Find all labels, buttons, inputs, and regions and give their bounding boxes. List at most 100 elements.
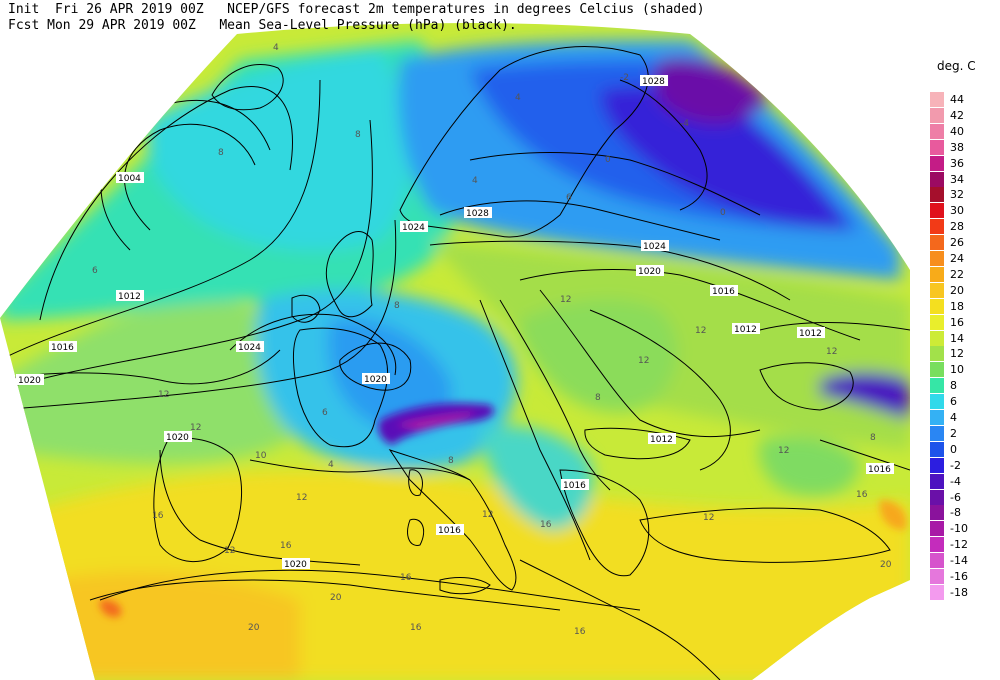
temp-label: 16 — [280, 541, 292, 551]
temp-label: 12 — [296, 493, 307, 503]
temp-label: 6 — [322, 408, 328, 418]
temp-label: 12 — [703, 513, 714, 523]
temp-label: 8 — [870, 433, 876, 443]
legend-label: 0 — [950, 442, 957, 456]
temp-label: 12 — [695, 326, 706, 336]
legend-label: 20 — [950, 283, 964, 297]
temp-label: 8 — [355, 130, 361, 140]
legend-entry: 34 — [930, 171, 990, 187]
svg-text:1012: 1012 — [118, 292, 141, 302]
legend-entry: -10 — [930, 521, 990, 537]
temp-label: 8 — [595, 393, 601, 403]
legend-swatch — [930, 489, 944, 505]
legend-entry: -2 — [930, 457, 990, 473]
isobar-label: 1024 — [641, 240, 669, 252]
legend-label: 38 — [950, 140, 964, 154]
svg-text:1020: 1020 — [166, 433, 189, 443]
legend-entry: 12 — [930, 346, 990, 362]
legend-swatch — [930, 219, 944, 235]
temp-label: 12 — [224, 546, 235, 556]
legend-entry: 8 — [930, 378, 990, 394]
svg-text:1012: 1012 — [734, 325, 757, 335]
legend-entry: 22 — [930, 266, 990, 282]
legend-swatch — [930, 187, 944, 203]
legend-swatch — [930, 251, 944, 266]
legend-entry: -6 — [930, 489, 990, 505]
isobar-label: 1016 — [561, 479, 589, 491]
legend-label: 4 — [950, 411, 957, 424]
legend-label: 2 — [950, 426, 957, 440]
legend-swatch — [930, 330, 944, 346]
forecast-init-line: Init Fri 26 APR 2019 00Z NCEP/GFS foreca… — [8, 2, 705, 17]
temp-label: 12 — [190, 423, 201, 433]
legend-label: -16 — [950, 570, 968, 583]
legend-entry: 10 — [930, 362, 990, 378]
legend-entry: 24 — [930, 251, 990, 266]
svg-text:1016: 1016 — [868, 465, 891, 475]
legend-entry: -14 — [930, 553, 990, 569]
isobar-label: 1016 — [436, 524, 464, 536]
legend-entry: 16 — [930, 314, 990, 330]
isobar-label: 1020 — [636, 265, 664, 277]
legend-entry: 2 — [930, 425, 990, 441]
svg-text:1016: 1016 — [563, 481, 586, 491]
temp-label: 8 — [448, 456, 454, 466]
legend-entry: 0 — [930, 441, 990, 457]
isobar-label: 1020 — [16, 374, 44, 386]
legend-swatch — [930, 92, 944, 107]
isobar-label: 1024 — [236, 341, 264, 353]
legend-entry: 20 — [930, 282, 990, 298]
svg-text:1020: 1020 — [364, 375, 387, 385]
legend-swatch — [930, 521, 944, 537]
legend-swatch — [930, 123, 944, 139]
isobar-label: 1016 — [866, 463, 894, 475]
temp-label: 0 — [605, 155, 611, 165]
legend-entry: -16 — [930, 569, 990, 584]
temp-label: 8 — [218, 148, 224, 158]
isobar-label: 1016 — [710, 285, 738, 297]
svg-text:1012: 1012 — [799, 329, 822, 339]
legend-entry: 38 — [930, 139, 990, 155]
temp-label: 16 — [574, 627, 586, 637]
svg-text:1004: 1004 — [118, 174, 141, 184]
svg-text:1016: 1016 — [438, 526, 461, 536]
svg-text:1028: 1028 — [642, 77, 665, 87]
legend-label: -6 — [950, 490, 961, 504]
legend-entry: 40 — [930, 123, 990, 139]
legend-label: -8 — [950, 506, 961, 520]
temperature-labels: 4 8 8 6 12 12 10 12 4 8 16 16 16 12 20 2… — [92, 43, 892, 637]
legend-entry: 6 — [930, 394, 990, 410]
legend-label: 32 — [950, 188, 964, 202]
legend-entry: 44 — [930, 92, 990, 107]
legend-swatch — [930, 235, 944, 251]
temp-label: 12 — [638, 356, 649, 366]
legend-swatch — [930, 441, 944, 457]
legend-label: -4 — [950, 474, 961, 488]
legend-label: 10 — [950, 363, 964, 377]
legend-label: 12 — [950, 347, 964, 361]
legend-label: -18 — [950, 585, 968, 599]
temp-label: 8 — [394, 301, 400, 311]
temp-label: 20 — [880, 560, 892, 570]
legend-label: -2 — [950, 458, 961, 472]
temp-label: 16 — [152, 511, 164, 521]
isobar-label: 1028 — [464, 207, 492, 219]
legend-label: 22 — [950, 267, 964, 281]
legend-label: 26 — [950, 236, 964, 250]
isobar-label: 1024 — [400, 221, 428, 233]
isobar-label: 1020 — [282, 558, 310, 570]
isobar-label: 1020 — [362, 373, 390, 385]
temp-label: 4 — [515, 93, 521, 103]
legend-swatch — [930, 473, 944, 489]
temp-label: 4 — [273, 43, 279, 53]
legend-unit: deg. C — [937, 59, 976, 73]
temp-label: 4 — [328, 460, 334, 470]
legend-label: -12 — [950, 538, 968, 552]
legend-entry: 28 — [930, 219, 990, 235]
legend-entry: -18 — [930, 584, 990, 600]
legend-label: 36 — [950, 156, 964, 170]
temp-label: -2 — [620, 73, 629, 83]
isobar-label: 1020 — [164, 431, 192, 443]
legend-label: -14 — [950, 554, 968, 568]
